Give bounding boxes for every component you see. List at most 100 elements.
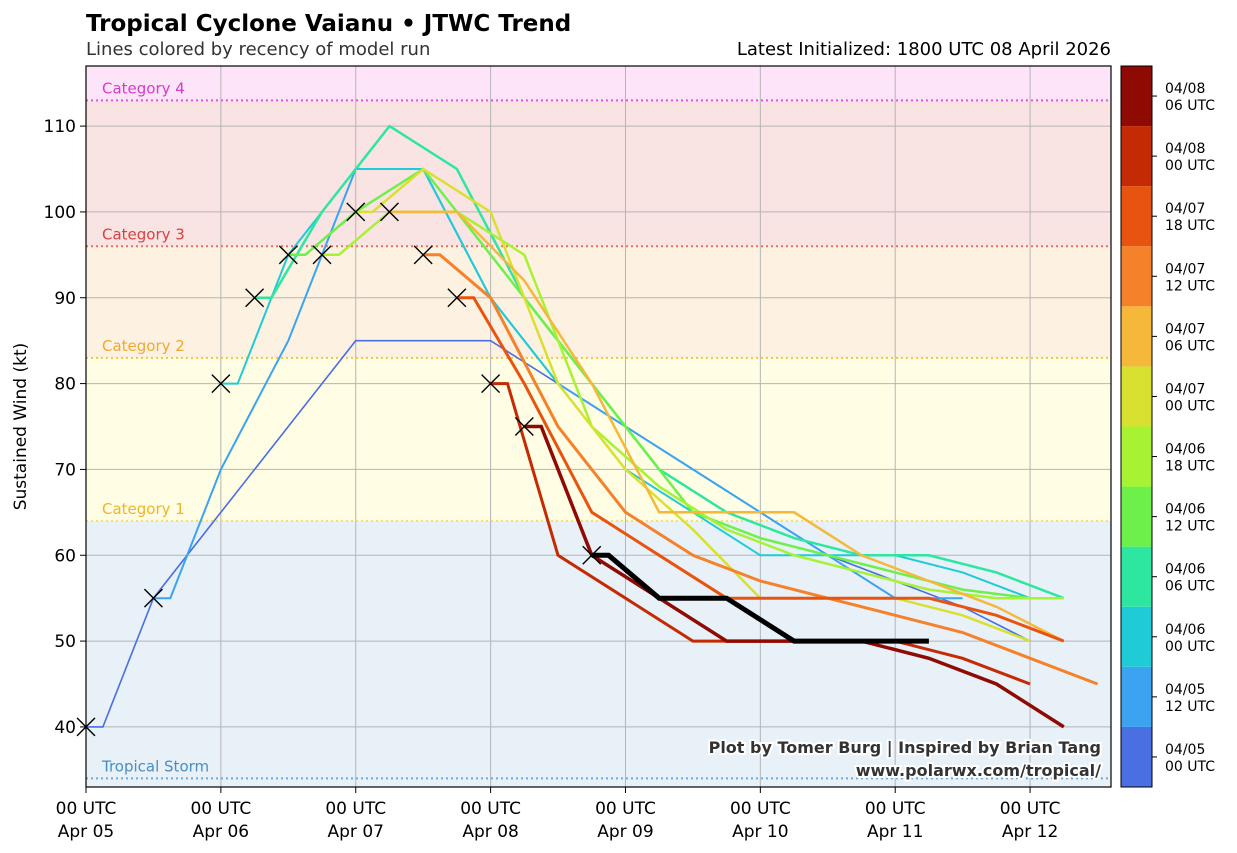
colorbar-frame [1120,65,1153,788]
category-bands [86,66,1111,787]
x-tick-label: Apr 08 [462,822,518,842]
colorbar-label: 04/05 [1165,742,1205,758]
colorbar-label: 04/07 [1165,381,1205,397]
plot-frame [85,65,1112,788]
series-04-08-18-utc-latest [591,552,929,644]
colorbar-label: 04/08 [1165,81,1205,97]
colorbar-label: 00 UTC [1165,639,1215,655]
colorbar-label: 12 UTC [1165,278,1215,294]
colorbar-swatch-04-06-18-utc [1121,426,1152,487]
x-tick-label: Apr 06 [193,822,249,842]
colorbar-label: 00 UTC [1165,398,1215,414]
colorbar-label: 12 UTC [1165,519,1215,535]
x-tick-label: Apr 09 [597,822,653,842]
colorbar-label: 04/05 [1165,682,1205,698]
y-tick-label: 60 [54,546,76,566]
y-axis-label: Sustained Wind (kt) [11,343,31,511]
marker-stroke [481,374,501,394]
marker-x-5 [312,245,332,265]
series-04-07-00-utc [355,167,1031,643]
colorbar-label: 18 UTC [1165,459,1215,475]
label-tropical-storm: Tropical Storm [101,757,209,775]
label-category-4: Category 4 [102,79,185,97]
marker-x-3 [245,288,265,308]
band-tropical-storm [86,520,1111,779]
band-below-storm [86,778,1111,787]
marker-x-4 [278,245,298,265]
marker-stroke [413,245,433,265]
colorbar-swatch-04-06-00-utc [1121,606,1152,667]
colorbar-label: 00 UTC [1165,158,1215,174]
colorbar-label: 04/07 [1165,321,1205,337]
label-category-3: Category 3 [102,225,185,243]
marker-stroke [143,588,163,608]
chart-subtitle: Lines colored by recency of model run [86,39,430,60]
colorbar-swatch-04-07-06-utc [1121,306,1152,367]
marker-stroke [245,288,265,308]
marker-x-11 [514,417,534,436]
colorbar-label: 04/06 [1165,442,1205,458]
credit-line-2: www.polarwx.com/tropical/ [856,761,1101,780]
series-04-08-06-utc [524,424,1065,729]
marker-stroke [278,245,298,265]
x-tick-label: Apr 12 [1002,822,1058,842]
y-tick-label: 50 [54,632,76,652]
y-tick-label: 110 [44,117,76,137]
colorbar-label: 04/06 [1165,622,1205,638]
label-category-1: Category 1 [102,500,185,518]
y-axis-ticks: 40 50 60 70 80 90 100 110 [44,117,86,738]
y-tick-label: 80 [54,375,76,395]
x-tick-label: Apr 07 [328,822,384,842]
colorbar-swatch-04-07-18-utc [1121,186,1152,247]
credit-line-1: Plot by Tomer Burg | Inspired by Brian T… [709,738,1101,758]
colorbar-swatch-04-05-00-utc [1121,726,1152,787]
y-tick-label: 90 [54,289,76,309]
y-tick-label: 100 [44,203,76,223]
colorbar-label: 04/08 [1165,141,1205,157]
x-tick-label: 00 UTC [56,799,117,819]
marker-stroke [312,245,332,265]
marker-stroke [582,545,602,565]
y-tick-label: 40 [54,718,76,738]
marker-x-9 [447,288,467,308]
marker-stroke [211,374,231,394]
x-tick-label: 00 UTC [730,799,791,819]
marker-x-8 [413,245,433,265]
chart-title: Tropical Cyclone Vaianu • JTWC Trend [86,11,571,37]
x-tick-label: 00 UTC [865,799,926,819]
marker-stroke [514,417,534,436]
series-04-07-12-utc [423,253,1099,686]
band-category-2 [86,246,1111,358]
marker-x-6 [346,202,366,222]
colorbar-swatch-04-06-06-utc [1121,546,1152,607]
marker-stroke [346,202,366,222]
x-tick-label: Apr 05 [58,822,114,842]
marker-stroke [379,202,399,222]
colorbar-label: 06 UTC [1165,579,1215,595]
marker-x-7 [379,202,399,222]
colorbar-label: 12 UTC [1165,699,1215,715]
x-axis-ticks: 00 UTC Apr 05 00 UTC Apr 06 00 UTC Apr 07 00 U… [56,787,1060,842]
band-category-3 [86,100,1111,247]
marker-stroke [447,288,467,308]
band-category-1 [86,357,1111,521]
x-tick-label: Apr 10 [732,822,788,842]
label-category-2: Category 2 [102,337,185,355]
category-labels: Tropical Storm Category 1 Category 2 Catego… [101,79,209,775]
colorbar-label: 00 UTC [1165,759,1215,775]
marker-x-12 [582,545,602,565]
colorbar-swatch-04-05-12-utc [1121,666,1152,727]
colorbar-swatch-04-08-00-utc [1121,126,1152,187]
x-tick-label: 00 UTC [190,799,251,819]
colorbar-swatch-04-07-12-utc [1121,246,1152,307]
category-lines [86,99,1111,780]
x-tick-label: Apr 11 [867,822,923,842]
x-markers [76,202,602,737]
marker-x-10 [481,374,501,394]
latest-initialized: Latest Initialized: 1800 UTC 08 April 20… [737,39,1111,60]
colorbar-label: 04/06 [1165,502,1205,518]
colorbar-label: 04/07 [1165,201,1205,217]
x-tick-label: 00 UTC [460,799,521,819]
